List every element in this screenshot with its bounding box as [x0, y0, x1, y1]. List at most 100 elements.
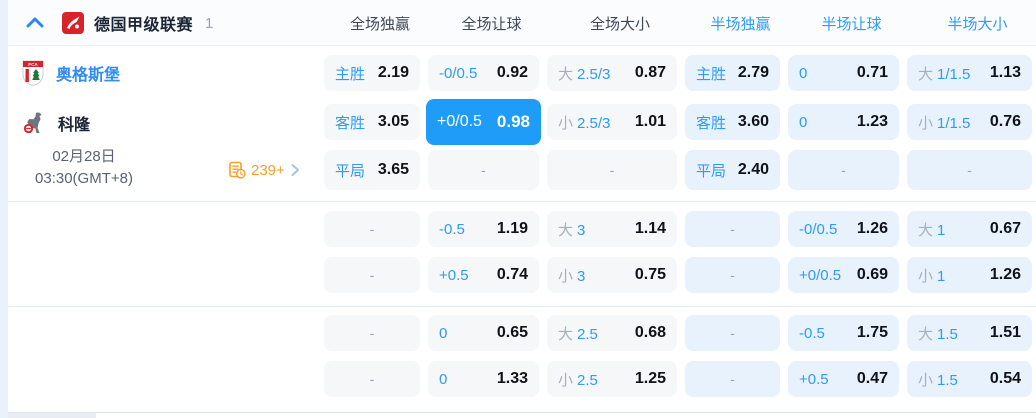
- odds-value: 1.51: [989, 324, 1021, 341]
- league-name: 德国甲级联赛: [94, 17, 194, 34]
- odds-cell-empty: -: [324, 211, 420, 247]
- odds-value: 0.98: [496, 112, 530, 131]
- odds-value: 2.19: [377, 64, 409, 81]
- odds-cell-ht-1x2-away[interactable]: 客胜 3.60: [685, 104, 780, 140]
- more-markets-count: 239+: [251, 161, 285, 179]
- odds-cell-ht-over3[interactable]: 大 1.5 1.51: [907, 315, 1032, 351]
- away-team-crest-icon: [23, 112, 42, 134]
- odds-cell-ft-under3[interactable]: 小 2.5 1.25: [547, 361, 677, 397]
- away-team-row[interactable]: 科隆: [8, 99, 320, 147]
- over-prefix: 大: [918, 65, 934, 83]
- odds-cell-ft-under2[interactable]: 小 3 0.75: [547, 257, 677, 293]
- odds-value: 0.68: [634, 324, 666, 341]
- collapse-chevron-up-icon[interactable]: [26, 17, 44, 29]
- odds-label: 0: [799, 113, 808, 131]
- col-header-fulltime-1x2: 全场独赢: [349, 15, 410, 33]
- odds-cell-ht-handicap2-away[interactable]: +0/0.5 0.69: [788, 257, 899, 293]
- odds-label: +0/0.5: [799, 266, 842, 284]
- odds-label: 主胜: [696, 65, 727, 83]
- odds-cell-ft-over3[interactable]: 大 2.5 0.68: [547, 315, 677, 351]
- odds-value: 0.54: [989, 370, 1021, 387]
- odds-cell-ht-under[interactable]: 小 1/1.5 0.76: [907, 104, 1032, 140]
- odds-cell-ft-over[interactable]: 大 2.5/3 0.87: [547, 55, 677, 91]
- odds-label: 平局: [696, 162, 727, 180]
- league-header-left: 德国甲级联赛 1: [8, 0, 320, 46]
- odds-value: 2.79: [737, 64, 769, 81]
- odds-cell-ft-draw[interactable]: 平局 3.65: [324, 150, 420, 190]
- odds-cell-ht-under2[interactable]: 小 1 1.26: [907, 257, 1032, 293]
- odds-cell-ft-under[interactable]: 小 2.5/3 1.01: [547, 104, 677, 140]
- odds-label: +0.5: [799, 370, 829, 388]
- home-team-row[interactable]: FCA 奥格斯堡: [8, 53, 320, 93]
- odds-cell-ht-over2[interactable]: 大 1 0.67: [907, 211, 1032, 247]
- odds-cell-ht-1x2-home[interactable]: 主胜 2.79: [685, 55, 780, 91]
- odds-label: 客胜: [335, 114, 366, 132]
- odds-cell-empty: -: [685, 211, 780, 247]
- odds-value: 0.47: [856, 370, 888, 387]
- over-prefix: 大: [558, 221, 574, 239]
- odds-cell-ft-handicap3-home[interactable]: 0 0.65: [428, 315, 539, 351]
- more-markets-link[interactable]: 239+: [228, 161, 300, 179]
- odds-cell-empty: -: [547, 150, 677, 190]
- over-prefix: 大: [558, 325, 574, 343]
- odds-row: - 0 1.33 小 2.5 1.25 - +0.5 0.47 小 1.5 0.54: [320, 359, 1036, 399]
- odds-cell-ht-handicap3-away[interactable]: +0.5 0.47: [788, 361, 899, 397]
- match-time: 03:30(GMT+8): [35, 170, 133, 187]
- odds-label: 小 1.5: [918, 371, 958, 389]
- odds-value: 0.65: [496, 324, 528, 341]
- odds-label: 大 1.5: [918, 325, 958, 343]
- odds-value: 0.87: [634, 64, 666, 81]
- odds-cell-ft-handicap2-home[interactable]: -0.5 1.19: [428, 211, 539, 247]
- odds-value: 3.05: [377, 113, 409, 130]
- match-date: 02月28日: [52, 148, 116, 165]
- odds-value: 0.71: [856, 64, 888, 81]
- home-team-crest-icon: FCA: [22, 60, 44, 86]
- odds-cell-ht-handicap-away[interactable]: 0 1.23: [788, 104, 899, 140]
- odds-label: 0: [439, 324, 448, 342]
- odds-cell-empty: -: [907, 150, 1032, 190]
- odds-cell-ht-over[interactable]: 大 1/1.5 1.13: [907, 55, 1032, 91]
- odds-cell-ht-handicap3-home[interactable]: -0.5 1.75: [788, 315, 899, 351]
- home-team-name[interactable]: 奥格斯堡: [56, 67, 121, 84]
- league-header: 德国甲级联赛 1 全场独赢 全场让球 全场大小 半场独赢 半场让球 半场大小: [8, 0, 1036, 46]
- odds-cell-ht-handicap2-home[interactable]: -0/0.5 1.26: [788, 211, 899, 247]
- odds-cell-empty: -: [428, 150, 539, 190]
- odds-value: 0.74: [496, 266, 528, 283]
- odds-cell-ft-handicap-away-selected[interactable]: +0/0.5 0.98: [426, 99, 541, 145]
- under-prefix: 小: [558, 371, 574, 389]
- odds-cell-ft-handicap-home[interactable]: -0/0.5 0.92: [428, 55, 539, 91]
- odds-cell-ft-1x2-home[interactable]: 主胜 2.19: [324, 55, 420, 91]
- odds-value: 2.40: [737, 161, 769, 178]
- odds-cell-empty: -: [685, 361, 780, 397]
- svg-text:FCA: FCA: [28, 62, 38, 67]
- odds-cell-ft-handicap2-away[interactable]: +0.5 0.74: [428, 257, 539, 293]
- odds-row: - -0.5 1.19 大 3 1.14 - -0/0.5 1.26 大 1 0.67: [320, 209, 1036, 249]
- odds-label: 0: [439, 370, 448, 388]
- left-accent-strip: [0, 0, 8, 418]
- odds-value: 1.14: [634, 220, 666, 237]
- odds-cell-ft-handicap3-away[interactable]: 0 1.33: [428, 361, 539, 397]
- odds-cell-ht-handicap-home[interactable]: 0 0.71: [788, 55, 899, 91]
- odds-cell-ht-draw[interactable]: 平局 2.40: [685, 150, 780, 190]
- odds-cell-empty: -: [324, 361, 420, 397]
- odds-row: - +0.5 0.74 小 3 0.75 - +0/0.5 0.69 小 1 1.26: [320, 255, 1036, 295]
- odds-label: 小 1/1.5: [918, 114, 971, 132]
- away-team-name[interactable]: 科隆: [58, 117, 91, 134]
- odds-label: 大 2.5: [558, 325, 598, 343]
- under-prefix: 小: [558, 267, 574, 285]
- under-prefix: 小: [918, 371, 934, 389]
- match-datetime: 02月28日 03:30(GMT+8): [8, 146, 160, 190]
- odds-cell-ht-under3[interactable]: 小 1.5 0.54: [907, 361, 1032, 397]
- odds-value: 0.92: [496, 64, 528, 81]
- odds-cell-ft-1x2-away[interactable]: 客胜 3.05: [324, 104, 420, 140]
- odds-cell-ft-over2[interactable]: 大 3 1.14: [547, 211, 677, 247]
- section-bottom-border: [8, 412, 1036, 413]
- odds-cell-empty: -: [685, 315, 780, 351]
- odds-row: 平局 3.65 - - 平局 2.40 - -: [320, 148, 1036, 192]
- odds-value: 0.67: [989, 220, 1021, 237]
- odds-label: -0.5: [799, 324, 825, 342]
- odds-label: -0/0.5: [799, 220, 838, 238]
